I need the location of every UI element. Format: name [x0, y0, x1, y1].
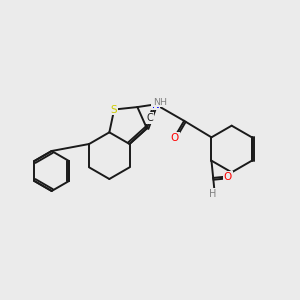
- Text: S: S: [111, 104, 118, 115]
- Text: O: O: [224, 172, 232, 182]
- Text: N: N: [152, 100, 160, 110]
- Text: H: H: [209, 189, 216, 199]
- Text: NH: NH: [153, 98, 167, 106]
- Text: C: C: [147, 113, 154, 123]
- Text: O: O: [171, 133, 179, 143]
